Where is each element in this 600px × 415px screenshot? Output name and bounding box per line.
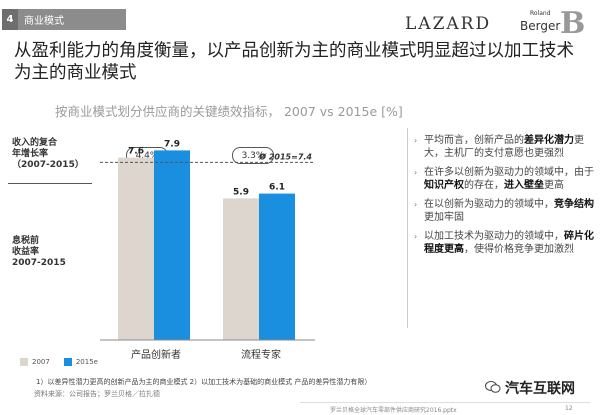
watermark-text: 汽车互联网 (505, 381, 575, 397)
bullet-text: 以加工技术为驱动力的领域中，碎片化程度更高，使得价格竞争更加激烈 (424, 230, 594, 256)
bullet-emphasis: 竞争结构 (554, 199, 594, 210)
bullet-emphasis: 碎片化程度更高 (424, 231, 594, 255)
bullet-segment: 更大，主机厂的支付意愿也更强烈 (424, 135, 584, 159)
bar-2007-1 (223, 198, 259, 340)
category-label: 流程专家 (241, 350, 281, 361)
bullet-segment: 在以创新为驱动力的领域中， (424, 199, 554, 210)
bullet-emphasis: 进入壁垒 (504, 180, 544, 191)
legend-swatch (20, 358, 28, 366)
growth-badge-process: 3.3% (232, 147, 274, 164)
ebit-label-line: 2007-2015 (12, 258, 66, 268)
category-label: 产品创新者 (131, 350, 181, 361)
bullet-segment: 以加工技术为驱动力的领域中， (424, 231, 564, 242)
source-note: 资料来源：公司报告；罗兰贝格／拉扎德 (34, 390, 160, 398)
wechat-icon (485, 381, 501, 393)
section-tag: 4 商业模式 (2, 9, 126, 30)
ebit-label-line: 收益率 (12, 247, 40, 257)
bullet-emphasis: 差异化潜力 (524, 135, 574, 146)
bullet-segment: 更加牢固 (424, 212, 464, 223)
bullet-segment: 的存在， (464, 180, 504, 191)
bullet-text: 平均而言，创新产品的差异化潜力更大，主机厂的支付意愿也更强烈 (424, 134, 594, 160)
bullet-segment: 更高 (544, 180, 564, 191)
bullet-text: 在许多以创新为驱动力的领域中，由于知识产权的存在，进入壁垒更高 (424, 166, 594, 192)
cagr-label-line: 年增长率 (12, 149, 49, 159)
bullet-emphasis: 知识产权 (424, 180, 464, 191)
page-number: 12 (565, 405, 573, 412)
roland-berger-logo: Roland Berger B (518, 6, 585, 41)
cagr-label: 收入的复合 年增长率 （2007-2015） (12, 138, 84, 171)
bullet-marker: › (414, 168, 418, 177)
bullet-segment: 在许多以创新为驱动力的领域中，由于 (424, 167, 594, 178)
bar-2015e-1 (259, 193, 295, 340)
ebit-label: 息税前 收益率 2007-2015 (12, 236, 66, 269)
bullet-marker: › (414, 200, 418, 209)
legend-swatch (63, 358, 72, 366)
footer-text: 罗兰贝格全球汽车零部件供应商研究2016.pptx (330, 407, 457, 414)
bullet-segment: ，使得价格竞争更加激烈 (464, 244, 574, 255)
legend: 2007 2015e (20, 358, 98, 366)
chart-subtitle: 按商业模式划分供应商的关键绩效指标， 2007 vs 2015e [%] (55, 104, 403, 119)
roland-berger-logo-top: Roland (530, 10, 551, 17)
roland-berger-logo-mark: B (560, 6, 586, 41)
legend-label: 2007 (32, 358, 50, 366)
bar-2015e-0 (154, 150, 190, 340)
bullet-item: › 在以创新为驱动力的领域中，竞争结构更加牢固 (414, 198, 594, 224)
cagr-label-line: （2007-2015） (12, 160, 84, 170)
section-title: 商业模式 (24, 16, 64, 27)
footer-rule (300, 402, 590, 403)
ebit-label-line: 息税前 (12, 236, 40, 246)
reference-line-label: Ø 2015=7.4 (258, 151, 312, 161)
value-label: 5.9 (233, 187, 249, 197)
bullet-item: › 平均而言，创新产品的差异化潜力更大，主机厂的支付意愿也更强烈 (414, 134, 594, 160)
legend-label: 2015e (75, 358, 98, 366)
bullet-list: › 平均而言，创新产品的差异化潜力更大，主机厂的支付意愿也更强烈 › 在许多以创新为驱… (414, 134, 594, 262)
bullet-text: 在以创新为驱动力的领域中，竞争结构更加牢固 (424, 198, 594, 224)
bar-2007-0 (118, 157, 154, 340)
cagr-underline (8, 183, 92, 184)
bullet-item: › 在许多以创新为驱动力的领域中，由于知识产权的存在，进入壁垒更高 (414, 166, 594, 192)
lazard-logo: LAZARD (405, 14, 492, 34)
footnote: 1）以差异性潜力更高的创新产品为主的商业模式 2）以加工技术为基础的商业模式 产… (36, 378, 372, 386)
value-label: 6.1 (269, 183, 285, 193)
bullet-segment: 平均而言，创新产品的 (424, 135, 524, 146)
section-number: 4 (2, 9, 18, 30)
roland-berger-logo-bottom: Berger (520, 19, 561, 33)
bullet-marker: › (414, 136, 418, 145)
cagr-label-line: 收入的复合 (12, 138, 58, 148)
headline: 从盈利能力的角度衡量，以产品创新为主的商业模式明显超过以加工技术为主的商业模式 (14, 41, 574, 83)
bullet-marker: › (414, 232, 418, 241)
bullet-item: › 以加工技术为驱动力的领域中，碎片化程度更高，使得价格竞争更加激烈 (414, 230, 594, 256)
divider (407, 128, 408, 328)
value-label: 7.6 (128, 147, 144, 157)
value-label: 7.9 (164, 139, 180, 149)
